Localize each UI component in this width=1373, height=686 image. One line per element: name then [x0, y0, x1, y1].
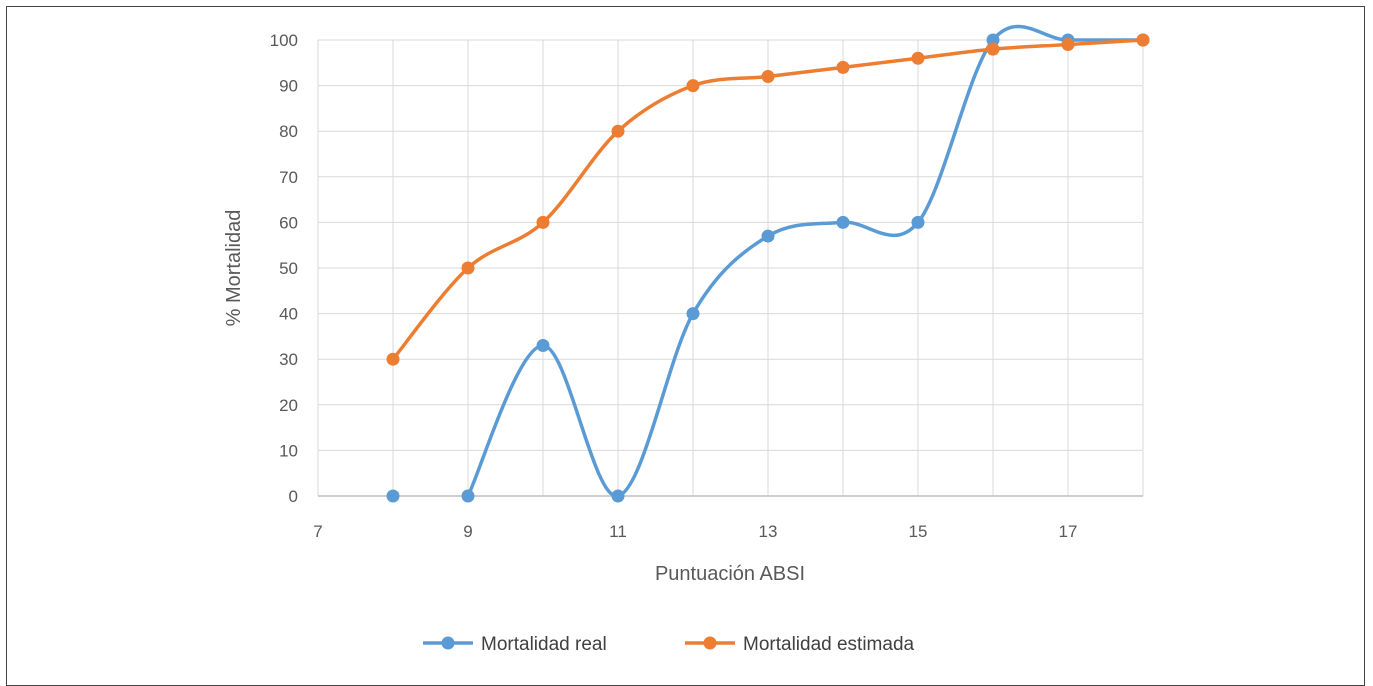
series-1-point: [461, 489, 475, 503]
series-2: [386, 33, 1150, 366]
legend-marker: [441, 636, 455, 650]
y-tick-label: 80: [279, 122, 298, 141]
legend-label: Mortalidad estimada: [743, 634, 915, 655]
x-tick-label: 7: [313, 522, 322, 541]
series-1-point: [986, 33, 1000, 47]
y-tick-label: 20: [279, 396, 298, 415]
grid-lines: [317, 39, 1144, 497]
legend-marker: [703, 636, 717, 650]
series-2-point: [1136, 33, 1150, 47]
x-tick-label: 9: [463, 522, 472, 541]
y-tick-label: 10: [279, 441, 298, 460]
y-tick-label: 90: [279, 77, 298, 96]
series-2-point: [836, 60, 850, 74]
series-1-point: [611, 489, 625, 503]
legend: Mortalidad real Mortalidad estimada: [423, 634, 915, 655]
y-tick-label: 100: [270, 31, 298, 50]
y-tick-label: 50: [279, 259, 298, 278]
x-tick-label: 15: [909, 522, 928, 541]
y-tick-label: 60: [279, 213, 298, 232]
series-2-point: [536, 215, 550, 229]
legend-item: Mortalidad estimada: [685, 634, 915, 655]
series-2-point: [761, 69, 775, 83]
x-tick-label: 17: [1059, 522, 1078, 541]
x-tick-label: 13: [759, 522, 778, 541]
series-2-point: [461, 261, 475, 275]
series-1-point: [911, 215, 925, 229]
series-2-line: [391, 38, 1145, 361]
series-1-point: [836, 215, 850, 229]
series-2-point: [611, 124, 625, 138]
series-1-point: [536, 339, 550, 353]
legend-label: Mortalidad real: [481, 634, 607, 655]
x-axis-title: Puntuación ABSI: [655, 563, 805, 585]
series-2-point: [686, 79, 700, 93]
series-2-point: [1061, 38, 1075, 52]
y-tick-label: 40: [279, 305, 298, 324]
series-1-point: [386, 489, 400, 503]
series-1-point: [686, 307, 700, 321]
series-2-point: [986, 42, 1000, 56]
y-tick-labels: 0 10 20 30 40 50 60 70 80 90 100: [270, 31, 298, 506]
series-1-line: [466, 24, 1145, 498]
y-tick-label: 0: [289, 487, 298, 506]
y-tick-label: 30: [279, 350, 298, 369]
x-tick-labels: 7 9 11 13 15 17: [313, 522, 1077, 541]
y-axis-title: % Mortalidad: [223, 210, 245, 327]
y-tick-label: 70: [279, 168, 298, 187]
series-2-point: [386, 352, 400, 366]
series-1-point: [761, 229, 775, 243]
series-layer: [386, 24, 1150, 503]
x-tick-label: 11: [609, 522, 627, 541]
series-2-point: [911, 51, 925, 65]
legend-item: Mortalidad real: [423, 634, 607, 655]
series-1: [386, 24, 1150, 503]
